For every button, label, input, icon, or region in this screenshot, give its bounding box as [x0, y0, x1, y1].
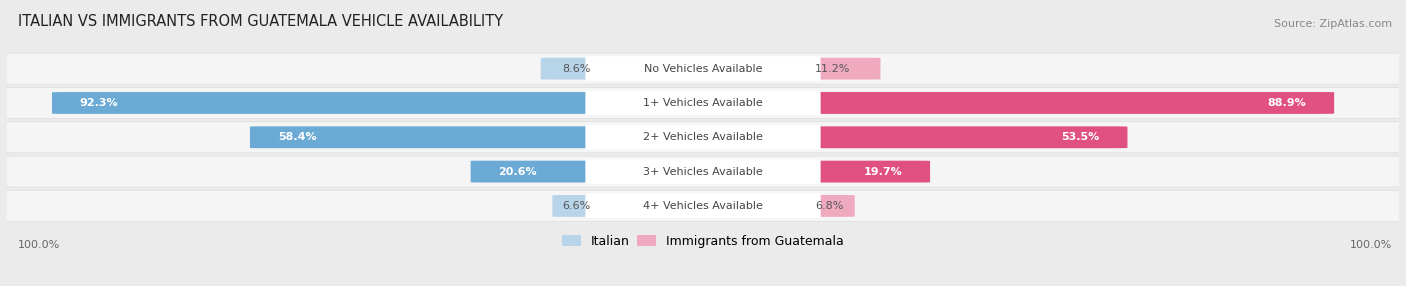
FancyBboxPatch shape: [471, 161, 613, 182]
Text: 100.0%: 100.0%: [18, 240, 60, 250]
FancyBboxPatch shape: [585, 91, 821, 115]
FancyBboxPatch shape: [0, 190, 1406, 221]
Text: 6.6%: 6.6%: [562, 201, 591, 211]
Text: 92.3%: 92.3%: [80, 98, 118, 108]
Text: 19.7%: 19.7%: [863, 167, 903, 176]
FancyBboxPatch shape: [793, 161, 931, 182]
Legend: Italian, Immigrants from Guatemala: Italian, Immigrants from Guatemala: [562, 235, 844, 248]
Text: 8.6%: 8.6%: [562, 64, 591, 74]
Text: No Vehicles Available: No Vehicles Available: [644, 64, 762, 74]
Text: 53.5%: 53.5%: [1062, 132, 1099, 142]
Text: 11.2%: 11.2%: [815, 64, 851, 74]
Text: 1+ Vehicles Available: 1+ Vehicles Available: [643, 98, 763, 108]
Text: 4+ Vehicles Available: 4+ Vehicles Available: [643, 201, 763, 211]
Text: ITALIAN VS IMMIGRANTS FROM GUATEMALA VEHICLE AVAILABILITY: ITALIAN VS IMMIGRANTS FROM GUATEMALA VEH…: [18, 14, 503, 29]
Text: 3+ Vehicles Available: 3+ Vehicles Available: [643, 167, 763, 176]
Text: Source: ZipAtlas.com: Source: ZipAtlas.com: [1274, 19, 1392, 29]
FancyBboxPatch shape: [585, 194, 821, 218]
FancyBboxPatch shape: [541, 58, 613, 80]
FancyBboxPatch shape: [250, 126, 613, 148]
FancyBboxPatch shape: [585, 159, 821, 184]
Text: 88.9%: 88.9%: [1268, 98, 1306, 108]
FancyBboxPatch shape: [52, 92, 613, 114]
Text: 100.0%: 100.0%: [1350, 240, 1392, 250]
Text: 2+ Vehicles Available: 2+ Vehicles Available: [643, 132, 763, 142]
FancyBboxPatch shape: [585, 125, 821, 150]
FancyBboxPatch shape: [0, 156, 1406, 187]
Text: 58.4%: 58.4%: [278, 132, 316, 142]
FancyBboxPatch shape: [553, 195, 613, 217]
FancyBboxPatch shape: [793, 126, 1128, 148]
FancyBboxPatch shape: [0, 88, 1406, 118]
FancyBboxPatch shape: [793, 195, 855, 217]
Text: 6.8%: 6.8%: [815, 201, 844, 211]
FancyBboxPatch shape: [793, 58, 880, 80]
Text: 20.6%: 20.6%: [499, 167, 537, 176]
FancyBboxPatch shape: [0, 53, 1406, 84]
FancyBboxPatch shape: [585, 56, 821, 81]
FancyBboxPatch shape: [0, 122, 1406, 153]
FancyBboxPatch shape: [793, 92, 1334, 114]
